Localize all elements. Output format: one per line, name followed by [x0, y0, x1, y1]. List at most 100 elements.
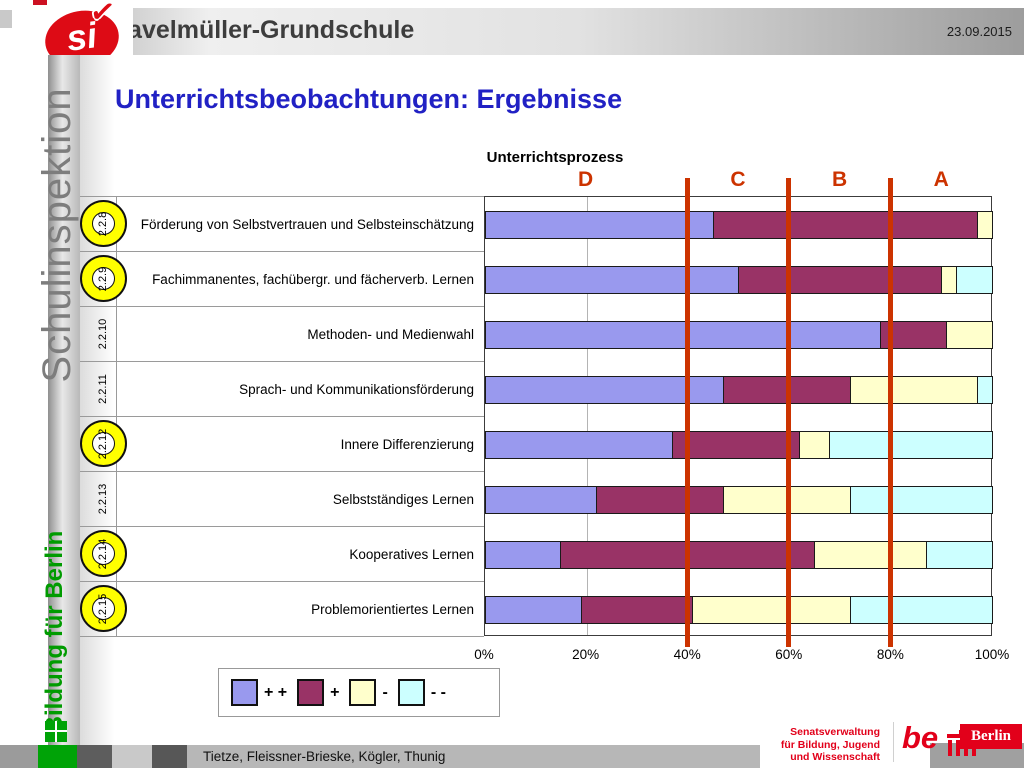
category-label: Förderung von Selbstvertrauen und Selbst…	[80, 197, 484, 252]
senate-line-1: Senatsverwaltung	[790, 726, 880, 738]
be-berlin-logo: be Berlin	[900, 716, 1024, 762]
legend-item: -	[349, 679, 388, 706]
footer-square-2	[77, 745, 112, 768]
grade-letter-A: A	[933, 168, 949, 191]
bar-segment-++	[485, 540, 562, 569]
criterion-code: 2.2.8	[97, 211, 109, 236]
criterion-code: 2.2.10	[97, 318, 109, 349]
bar-segment-++	[485, 320, 882, 349]
legend-item: + +	[231, 679, 287, 706]
criterion-circle-inner	[92, 597, 115, 620]
grade-boundary-line	[887, 178, 893, 647]
bar-segment--	[947, 320, 993, 349]
footer-square-3	[112, 745, 152, 768]
footer-square-1	[0, 745, 38, 768]
criterion-code: 2.2.12	[97, 428, 109, 459]
bar-segment-++	[485, 595, 582, 624]
bar-row	[485, 375, 993, 404]
bar-segment-++	[485, 430, 673, 459]
category-label: Sprach- und Kommunikationsförderung	[80, 362, 484, 417]
gridline-20	[586, 197, 588, 635]
bar-row	[485, 210, 993, 239]
bar-row	[485, 430, 993, 459]
label-column-border	[116, 196, 117, 637]
x-axis-tick: 100%	[974, 647, 1010, 662]
criterion-circle	[80, 585, 127, 632]
header-bar: Havelmüller-Grundschule 23.09.2015	[30, 8, 1024, 55]
category-label: Fachimmanentes, fachübergr. und fächerve…	[80, 252, 484, 307]
chart-title: Unterrichtsprozess	[486, 149, 624, 166]
x-axis-tick: 80%	[876, 647, 904, 662]
bar-segment---	[830, 430, 993, 459]
x-axis-tick: 0%	[474, 647, 494, 662]
bar-segment--	[942, 265, 958, 294]
bar-segment--	[693, 595, 851, 624]
bar-segment---	[850, 595, 993, 624]
bar-segment-+	[672, 430, 800, 459]
bildung-berlin-icon	[45, 721, 67, 742]
legend-item: +	[297, 679, 339, 706]
category-label: Innere Differenzierung	[80, 417, 484, 472]
school-name: Havelmüller-Grundschule	[110, 16, 415, 44]
category-label-column: Förderung von Selbstvertrauen und Selbst…	[80, 196, 484, 637]
bar-segment--	[850, 375, 978, 404]
legend-item: - -	[397, 679, 446, 706]
legend-label: + +	[264, 683, 288, 701]
legend-swatch	[349, 679, 377, 706]
grade-letter-B: B	[832, 168, 848, 191]
criterion-circle-inner	[92, 432, 115, 455]
criterion-circle-inner	[92, 267, 115, 290]
bar-segment---	[850, 485, 993, 514]
footer-square-4	[152, 745, 187, 768]
criterion-circle	[80, 530, 127, 577]
bar-segment---	[957, 265, 993, 294]
senate-logo-text: Senatsverwaltung für Bildung, Jugend und…	[755, 726, 880, 764]
plot-area	[484, 196, 993, 636]
berlin-wordmark: Berlin	[971, 728, 1011, 744]
category-label: Methoden- und Medienwahl	[80, 307, 484, 362]
criterion-code: 2.2.9	[97, 266, 109, 291]
chart-legend: + + + - - -	[218, 668, 500, 717]
bar-segment-+	[713, 210, 978, 239]
bar-row	[485, 320, 993, 349]
legend-label: +	[330, 683, 340, 701]
bar-segment-+	[596, 485, 724, 514]
criterion-code: 2.2.13	[97, 483, 109, 514]
criterion-circle	[80, 420, 127, 467]
criterion-code: 2.2.14	[97, 538, 109, 569]
bar-segment-++	[485, 265, 739, 294]
bar-segment-+	[739, 265, 943, 294]
grade-letter-D: D	[578, 168, 594, 191]
bar-row	[485, 485, 993, 514]
bar-segment---	[926, 540, 993, 569]
legend-swatch	[231, 679, 258, 706]
category-label: Kooperatives Lernen	[80, 527, 484, 582]
criterion-code: 2.2.11	[97, 373, 109, 404]
grade-boundary-line	[684, 178, 690, 647]
bar-segment--	[977, 210, 993, 239]
grade-letter-C: C	[730, 168, 746, 191]
bar-segment-++	[485, 375, 724, 404]
sidebar-gradient-strip	[48, 55, 80, 745]
bar-row	[485, 265, 993, 294]
category-label: Problemorientiertes Lernen	[80, 582, 484, 637]
bar-segment-++	[485, 210, 714, 239]
legend-label: -	[382, 683, 388, 701]
footer-authors: Tietze, Fleissner-Brieske, Kögler, Thuni…	[187, 745, 760, 768]
bar-row	[485, 540, 993, 569]
berlin-wordmark-box: Berlin	[960, 724, 1022, 749]
bar-segment---	[977, 375, 993, 404]
be-logo-text: be	[902, 720, 939, 755]
footer-square-green	[38, 745, 77, 768]
legend-swatch	[397, 679, 425, 706]
decor-square-red	[33, 0, 47, 9]
x-axis-tick: 60%	[775, 647, 803, 662]
legend-swatch	[297, 679, 325, 706]
category-label: Selbstständiges Lernen	[80, 472, 484, 527]
logo-divider	[893, 722, 894, 762]
criterion-code: 2.2.15	[97, 593, 109, 624]
criterion-circle	[80, 200, 127, 247]
legend-label: - -	[430, 683, 446, 701]
criterion-circle-inner	[92, 542, 115, 565]
